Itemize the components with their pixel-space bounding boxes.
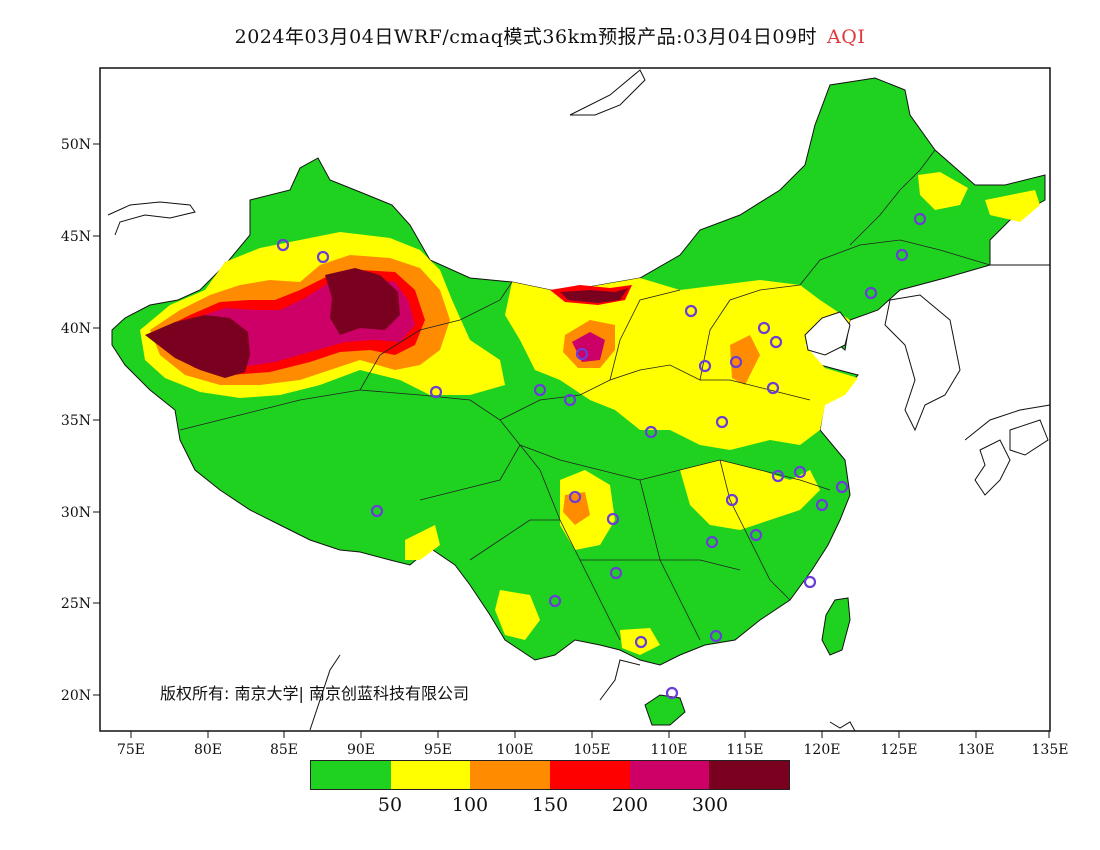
hainan-island: [644, 694, 686, 726]
lon-label: 110E: [651, 742, 688, 758]
moderate-zone-tibet: [405, 525, 440, 560]
station-marker: [864, 286, 878, 300]
longitude-axis: 75E 80E 85E 90E 95E 100E 105E 110E 115E …: [117, 731, 1069, 758]
very-unhealthy-zone-gansu: [572, 332, 605, 362]
station-marker: [634, 635, 648, 649]
lat-label: 50N: [61, 137, 91, 153]
legend-bin-hazardous: [709, 761, 790, 789]
lon-label: 135E: [1032, 742, 1069, 758]
lat-label: 35N: [61, 413, 91, 429]
station-marker: [276, 238, 290, 252]
moderate-zone-guangxi: [620, 628, 660, 655]
aqi-legend: [310, 760, 790, 790]
lon-label: 120E: [804, 742, 841, 758]
lon-label: 95E: [424, 742, 452, 758]
lat-label: 25N: [61, 596, 91, 612]
station-marker: [698, 359, 712, 373]
plot-frame: [99, 67, 1051, 732]
hazardous-zone-tarim-east: [325, 268, 400, 335]
station-marker: [684, 304, 698, 318]
station-marker: [749, 528, 763, 542]
station-marker: [568, 490, 582, 504]
station-marker: [644, 425, 658, 439]
station-marker: [815, 498, 829, 512]
lat-label: 30N: [61, 505, 91, 521]
lat-label: 40N: [61, 321, 91, 337]
map-title: 2024年03月04日WRF/cmaq模式36km预报产品:03月04日09时 A…: [0, 22, 1100, 49]
hazardous-zone-tarim-west: [145, 315, 250, 378]
legend-bin-good: [311, 761, 391, 789]
lon-label: 100E: [497, 742, 534, 758]
title-main: 2024年03月04日WRF/cmaq模式36km预报产品:03月04日09时: [234, 26, 818, 48]
station-markers: [276, 212, 927, 700]
legend-label: 100: [451, 794, 489, 816]
foreign-coastlines: [107, 69, 1051, 732]
station-marker: [913, 212, 927, 226]
station-marker: [575, 347, 589, 361]
lon-label: 85E: [270, 742, 298, 758]
moderate-zone-heilongjiang: [918, 172, 968, 210]
legend-label: 300: [691, 794, 729, 816]
lat-label: 45N: [61, 229, 91, 245]
station-marker: [563, 393, 577, 407]
latitude-axis: 50N 45N 40N 35N 30N 25N 20N: [61, 137, 100, 704]
taiwan-island: [821, 597, 851, 656]
station-marker: [609, 566, 623, 580]
land-layer: [107, 69, 1051, 732]
lon-label: 130E: [958, 742, 995, 758]
province-borders: [179, 149, 991, 641]
lat-label: 20N: [61, 688, 91, 704]
station-marker: [606, 512, 620, 526]
usg-zone-sichuan: [563, 492, 590, 525]
lon-label: 90E: [347, 742, 375, 758]
lon-label: 125E: [881, 742, 918, 758]
lon-label: 75E: [117, 742, 145, 758]
legend-bin-very-unhealthy: [629, 761, 710, 789]
legend-label: 200: [611, 794, 649, 816]
moderate-zone-central: [680, 460, 820, 530]
lon-label: 80E: [194, 742, 222, 758]
station-marker: [533, 383, 547, 397]
station-marker: [370, 504, 384, 518]
station-marker: [709, 629, 723, 643]
copyright-notice: 版权所有: 南京大学| 南京创蓝科技有限公司: [160, 684, 469, 703]
station-marker: [793, 465, 807, 479]
legend-bin-moderate: [390, 761, 471, 789]
moderate-zone-jilin: [985, 190, 1040, 222]
title-variable: AQI: [827, 26, 866, 48]
station-marker: [769, 335, 783, 349]
hazardous-zone-inner-mongolia: [560, 288, 628, 303]
station-marker: [725, 493, 739, 507]
station-marker: [715, 415, 729, 429]
station-marker: [757, 321, 771, 335]
legend-bin-usg: [470, 761, 551, 789]
bohai-sea: [804, 311, 851, 356]
legend-label: 50: [377, 794, 403, 816]
station-marker: [665, 686, 679, 700]
station-marker: [316, 250, 330, 264]
station-marker: [835, 480, 849, 494]
station-marker: [766, 381, 780, 395]
moderate-zone-yunnan: [495, 590, 540, 640]
station-marker: [895, 248, 909, 262]
station-marker: [803, 575, 817, 589]
lon-label: 115E: [727, 742, 764, 758]
station-marker: [705, 535, 719, 549]
station-marker: [548, 594, 562, 608]
station-marker: [771, 469, 785, 483]
station-marker: [729, 355, 743, 369]
legend-label: 150: [531, 794, 569, 816]
usg-zone-hebei: [730, 335, 760, 385]
station-marker: [429, 385, 443, 399]
legend-bin-unhealthy: [550, 761, 630, 789]
lon-label: 105E: [574, 742, 611, 758]
